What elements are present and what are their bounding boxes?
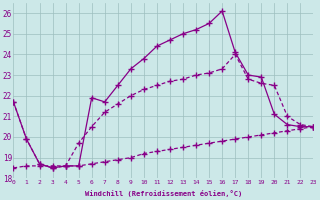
X-axis label: Windchill (Refroidissement éolien,°C): Windchill (Refroidissement éolien,°C) [85,190,242,197]
